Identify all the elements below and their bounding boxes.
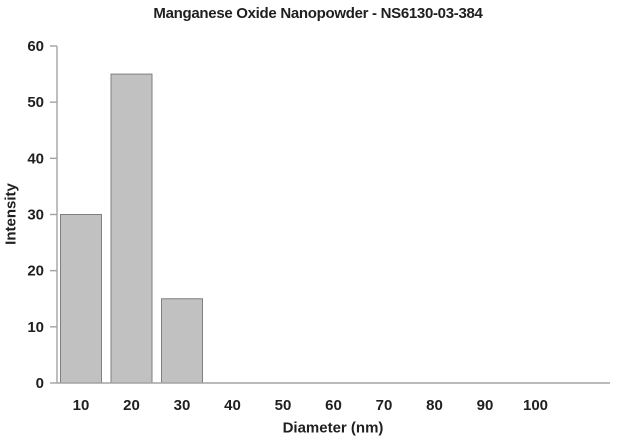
- chart-title: Manganese Oxide Nanopowder - NS6130-03-3…: [153, 5, 483, 22]
- x-tick-label: 90: [477, 397, 494, 414]
- x-tick-label: 80: [426, 397, 443, 414]
- x-tick-label: 20: [123, 397, 140, 414]
- bar-30: [161, 298, 203, 384]
- y-tick-label: 30: [27, 207, 44, 224]
- x-tick-label: 70: [376, 397, 393, 414]
- y-tick-label: 60: [27, 38, 44, 55]
- y-tick-label: 10: [27, 319, 44, 336]
- x-tick-label: 10: [73, 397, 90, 414]
- x-tick-label: 100: [523, 397, 548, 414]
- x-tick-label: 60: [325, 397, 342, 414]
- x-axis-title: Diameter (nm): [282, 419, 384, 437]
- bar-10: [60, 214, 102, 384]
- x-tick-label: 40: [224, 397, 241, 414]
- y-tick-label: 20: [27, 263, 44, 280]
- x-tick-label: 50: [275, 397, 292, 414]
- x-tick-label: 30: [174, 397, 191, 414]
- y-tick-label: 50: [27, 94, 44, 111]
- bar-20: [110, 73, 153, 384]
- y-tick-label: 0: [36, 375, 44, 392]
- y-tick-label: 40: [27, 150, 44, 167]
